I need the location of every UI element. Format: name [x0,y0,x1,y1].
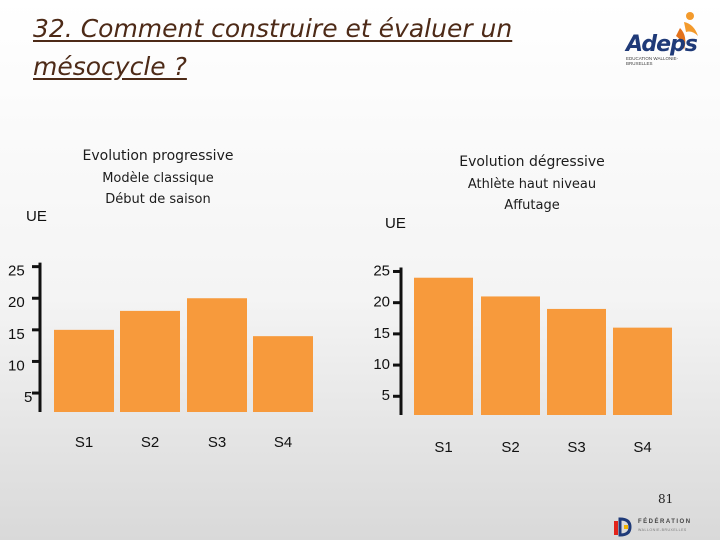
chart-1-y-tick-label: 10 [8,357,25,374]
chart-2-y-tick-label: 25 [373,262,390,279]
adeps-logo-subtitle: EDUCATION WALLONIE-BRUXELLES [626,56,679,66]
chart-2-title: Evolution dégressive [459,154,605,170]
chart-1-x-tick-label: S1 [75,434,93,451]
chart-2-y-axis-label: UE [385,215,406,232]
chart-2-x-tick-label: S3 [567,439,585,456]
federation-logo-mark-icon [614,517,632,537]
chart-2-bar-s1 [414,277,473,415]
federation-logo-name: FÉDÉRATION [638,519,692,525]
chart-2-subtitle-line-1: Athlète haut niveau [467,177,597,192]
chart-1-bar-s2 [120,310,180,412]
chart-2-x-tick-label: S1 [434,439,452,456]
slide-title: 32. Comment construire et évaluer un més… [33,14,513,81]
chart-1-y-axis-label: UE [26,208,47,225]
chart-1-y-tick-label: 25 [8,263,25,280]
chart-1-y-tick-label: 5 [24,389,32,406]
chart-2-bar-s3 [547,308,606,415]
chart-1-bar-s4 [253,336,313,412]
federation-logo: FÉDÉRATION WALLONIE-BRUXELLES [612,515,716,539]
chart-2-y-tick-label: 20 [373,294,390,311]
chart-2-x-tick-label: S4 [633,439,651,456]
chart-2-x-tick-label: S2 [501,439,519,456]
chart-1-bar-s1 [54,329,114,412]
adeps-logo-figure-icon [676,12,698,50]
chart-2-y-tick-label: 15 [373,325,390,342]
adeps-logo-wordmark: Adeps [626,32,698,57]
chart-1-y-tick-label: 20 [8,294,25,311]
chart-2-y-tick-label: 10 [373,356,390,373]
chart-1-y-tick-label: 15 [8,326,25,343]
chart-1-subtitle-line-1: Modèle classique [102,171,214,186]
chart-1-x-tick-label: S4 [274,434,292,451]
federation-logo-subtitle: WALLONIE-BRUXELLES [638,528,687,532]
chart-1-subtitle-line-2: Début de saison [105,192,211,207]
adeps-logo: Adeps EDUCATION WALLONIE-BRUXELLES [618,6,714,72]
chart-1-title: Evolution progressive [82,148,234,164]
chart-1-x-tick-label: S2 [141,434,159,451]
chart-2-bar-s2 [481,296,540,415]
chart-2-y-tick-label: 5 [382,387,390,404]
chart-1-bar-s3 [187,298,247,412]
chart-1-x-tick-label: S3 [208,434,226,451]
chart-2-subtitle-line-2: Affutage [504,198,560,213]
chart-2-bar-s4 [613,327,672,415]
page-number: 81 [658,492,674,506]
